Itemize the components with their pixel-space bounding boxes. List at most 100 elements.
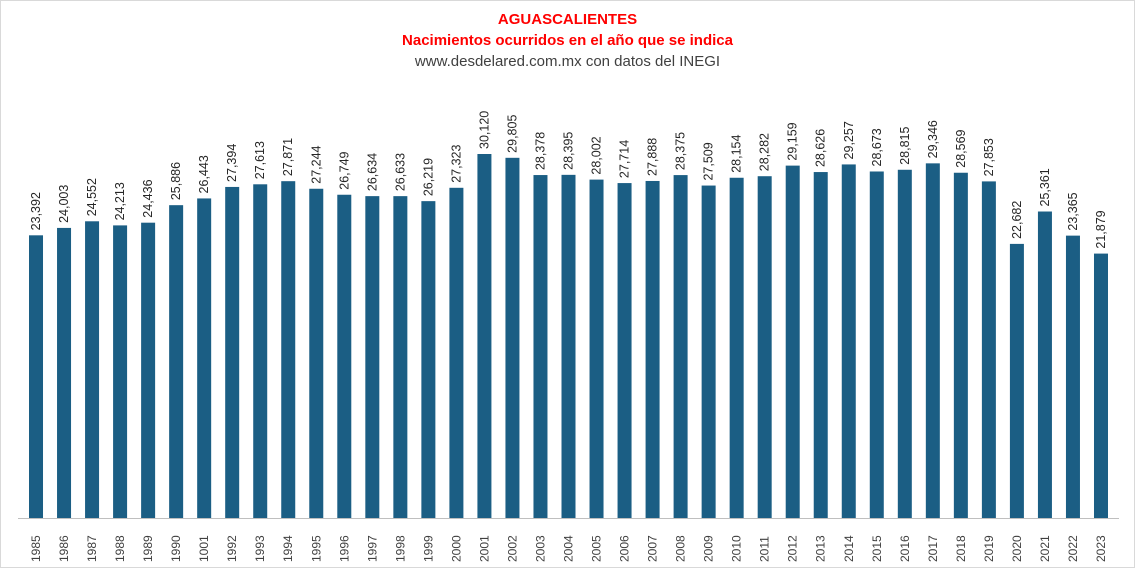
tick-label-2000: 2000 bbox=[449, 535, 463, 562]
tick-label-2018: 2018 bbox=[954, 535, 968, 562]
value-label-2001: 30,120 bbox=[477, 111, 491, 149]
bar-2004 bbox=[561, 174, 576, 518]
tick-label-1993: 1993 bbox=[253, 535, 267, 562]
value-label-1986: 24,003 bbox=[57, 185, 71, 223]
value-label-2003: 28,378 bbox=[533, 132, 547, 170]
bar-2015 bbox=[869, 171, 884, 519]
bar-1989 bbox=[141, 222, 156, 518]
tick-label-2006: 2006 bbox=[618, 535, 632, 562]
value-label-1993: 27,613 bbox=[253, 141, 267, 179]
tick-label-2011: 2011 bbox=[758, 536, 772, 562]
bar-2019 bbox=[981, 181, 996, 518]
chart-header: AGUASCALIENTES Nacimientos ocurridos en … bbox=[0, 10, 1135, 73]
bar-2000 bbox=[449, 187, 464, 519]
tick-label-2003: 2003 bbox=[533, 535, 547, 562]
bar-2023 bbox=[1093, 253, 1108, 518]
value-label-2018: 28,569 bbox=[954, 129, 968, 167]
tick-label-2014: 2014 bbox=[842, 535, 856, 562]
value-label-2012: 29,159 bbox=[786, 122, 800, 160]
tick-label-2012: 2012 bbox=[786, 535, 800, 562]
tick-label-2015: 2015 bbox=[870, 535, 884, 562]
value-label-1992: 27,394 bbox=[225, 144, 239, 182]
bar-1988 bbox=[113, 225, 128, 518]
tick-label-1989: 1989 bbox=[141, 535, 155, 562]
bar-1996 bbox=[337, 194, 352, 519]
bar-2021 bbox=[1037, 211, 1052, 518]
bar-2001 bbox=[477, 154, 492, 518]
bar-2009 bbox=[701, 185, 716, 519]
bar-1986 bbox=[57, 227, 72, 519]
bar-1987 bbox=[85, 221, 100, 519]
bar-2018 bbox=[953, 172, 968, 519]
tick-label-2009: 2009 bbox=[702, 535, 716, 562]
tick-label-2008: 2008 bbox=[674, 535, 688, 562]
tick-label-2004: 2004 bbox=[562, 535, 576, 562]
tick-label-2002: 2002 bbox=[505, 535, 519, 562]
bar-2007 bbox=[645, 180, 660, 518]
tick-label-2005: 2005 bbox=[590, 535, 604, 562]
value-label-2005: 28,002 bbox=[590, 136, 604, 174]
value-label-1985: 23,392 bbox=[29, 192, 43, 230]
bar-1985 bbox=[29, 235, 44, 518]
tick-label-1992: 1992 bbox=[225, 535, 239, 562]
value-label-2014: 29,257 bbox=[842, 121, 856, 159]
tick-label-2013: 2013 bbox=[814, 535, 828, 562]
bar-2016 bbox=[897, 169, 912, 518]
tick-label-1996: 1996 bbox=[337, 535, 351, 562]
bar-1993 bbox=[253, 184, 268, 519]
bar-1001 bbox=[197, 198, 212, 518]
tick-label-1986: 1986 bbox=[57, 535, 71, 562]
value-label-1997: 26,634 bbox=[365, 153, 379, 191]
value-label-1998: 26,633 bbox=[393, 153, 407, 191]
value-label-2023: 21,879 bbox=[1094, 210, 1108, 248]
value-label-2002: 29,805 bbox=[505, 115, 519, 153]
value-label-2004: 28,395 bbox=[562, 132, 576, 170]
value-label-2016: 28,815 bbox=[898, 126, 912, 164]
tick-label-1985: 1985 bbox=[29, 535, 43, 562]
bar-1992 bbox=[225, 186, 240, 518]
value-label-1999: 26,219 bbox=[421, 158, 435, 196]
value-label-1989: 24,436 bbox=[141, 179, 155, 217]
tick-label-1998: 1998 bbox=[393, 535, 407, 562]
bar-2011 bbox=[757, 176, 772, 518]
bar-1999 bbox=[421, 201, 436, 518]
value-label-1995: 27,244 bbox=[309, 145, 323, 183]
tick-label-2023: 2023 bbox=[1094, 535, 1108, 562]
tick-labels-group: 1985 1986 1987 1988 1989 1990 1001 1992 1993 1994… bbox=[29, 535, 1108, 562]
chart-title: AGUASCALIENTES bbox=[497, 11, 638, 28]
bar-2005 bbox=[589, 179, 604, 518]
tick-label-2001: 2001 bbox=[477, 535, 491, 562]
value-label-1988: 24,213 bbox=[113, 182, 127, 220]
bar-2017 bbox=[925, 163, 940, 518]
value-label-2007: 27,888 bbox=[646, 138, 660, 176]
tick-label-1995: 1995 bbox=[309, 535, 323, 562]
tick-label-2017: 2017 bbox=[926, 535, 940, 562]
value-label-1994: 27,871 bbox=[281, 138, 295, 176]
bar-2013 bbox=[813, 172, 828, 519]
tick-label-2021: 2021 bbox=[1038, 535, 1052, 562]
tick-label-2016: 2016 bbox=[898, 535, 912, 562]
bar-1995 bbox=[309, 188, 324, 518]
value-label-2009: 27,509 bbox=[702, 142, 716, 180]
value-label-2017: 29,346 bbox=[926, 120, 940, 158]
value-label-2020: 22,682 bbox=[1010, 201, 1024, 239]
bar-2014 bbox=[841, 164, 856, 518]
tick-label-1988: 1988 bbox=[113, 535, 127, 562]
value-label-2021: 25,361 bbox=[1038, 168, 1052, 206]
tick-label-2007: 2007 bbox=[646, 535, 660, 562]
bars-group bbox=[29, 154, 1108, 519]
value-label-1990: 25,886 bbox=[169, 162, 183, 200]
value-label-2000: 27,323 bbox=[449, 145, 463, 183]
bar-2022 bbox=[1065, 235, 1080, 518]
tick-label-2010: 2010 bbox=[730, 535, 744, 562]
value-label-1001: 26,443 bbox=[197, 155, 211, 193]
bar-1998 bbox=[393, 196, 408, 518]
bar-2020 bbox=[1009, 243, 1024, 518]
bar-2003 bbox=[533, 175, 548, 519]
tick-label-2019: 2019 bbox=[982, 535, 996, 562]
value-label-2011: 28,282 bbox=[758, 133, 772, 171]
tick-label-1999: 1999 bbox=[421, 535, 435, 562]
value-label-2019: 27,853 bbox=[982, 138, 996, 176]
value-label-1987: 24,552 bbox=[85, 178, 99, 216]
